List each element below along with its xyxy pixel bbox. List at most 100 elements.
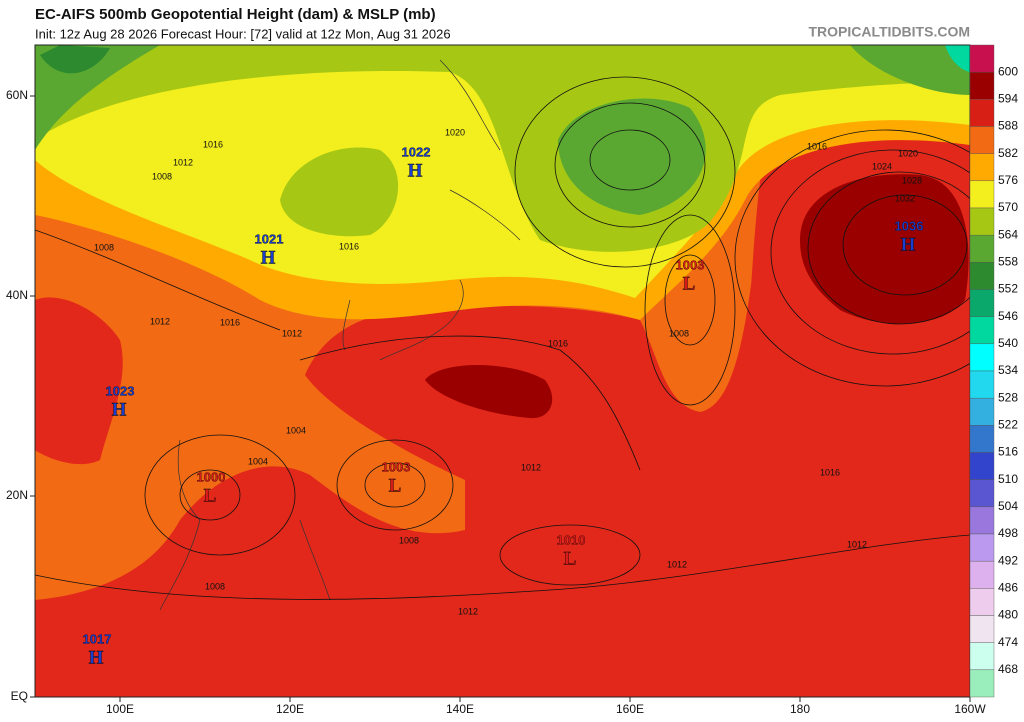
colorbar-box [969, 669, 995, 698]
center-letter: L [683, 273, 696, 294]
colorbar-box [969, 452, 995, 480]
colorbar-box [969, 316, 995, 345]
isobar-label: 1008 [399, 535, 419, 545]
isobar-label: 1016 [820, 467, 840, 477]
colorbar-box [969, 71, 995, 100]
subtitle: Init: 12z Aug 28 2026 Forecast Hour: [72… [35, 26, 451, 41]
colorbar-label: 516 [998, 445, 1018, 459]
isobar-label: 1012 [150, 316, 170, 326]
center-value: 1023 [106, 383, 135, 398]
colorbar-box [969, 479, 995, 508]
isobar-label: 1004 [286, 425, 306, 435]
isobar-label: 1008 [94, 242, 114, 252]
colorbar-label: 600 [998, 64, 1018, 78]
colorbar-label: 504 [998, 499, 1018, 513]
isobar-label: 1012 [458, 606, 478, 616]
colorbar-box [969, 262, 995, 290]
colorbar-box [969, 370, 995, 399]
isobar-label: 1012 [173, 157, 193, 167]
isobar-label: 1004 [248, 456, 268, 466]
lat-label: 60N [6, 88, 28, 102]
colorbar-box [969, 99, 995, 127]
isobar-label: 1016 [220, 317, 240, 327]
lon-label: 140E [446, 702, 474, 716]
center-letter: H [408, 160, 423, 181]
colorbar-label: 594 [998, 92, 1018, 106]
isobar-label: 1016 [203, 139, 223, 149]
colorbar-label: 576 [998, 173, 1018, 187]
colorbar-box [969, 615, 995, 643]
colorbar-label: 534 [998, 363, 1018, 377]
colorbar-label: 480 [998, 608, 1018, 622]
map-field [35, 45, 970, 697]
lat-label: 40N [6, 288, 28, 302]
isobar-label: 1016 [807, 141, 827, 151]
isobar-label: 1028 [902, 175, 922, 185]
lat-label: EQ [11, 689, 28, 703]
colorbar-box [969, 642, 995, 671]
colorbar-box [969, 533, 995, 562]
colorbar-label: 540 [998, 336, 1018, 350]
colorbar-label: 468 [998, 662, 1018, 676]
colorbar-label: 522 [998, 418, 1018, 432]
colorbar-label: 510 [998, 472, 1018, 486]
colorbar-label: 486 [998, 581, 1018, 595]
colorbar-label: 474 [998, 635, 1018, 649]
center-letter: L [564, 548, 577, 569]
title: EC-AIFS 500mb Geopotential Height (dam) … [35, 6, 436, 23]
colorbar-label: 498 [998, 526, 1018, 540]
lon-label: 160E [616, 702, 644, 716]
colorbar-box [969, 397, 995, 426]
isobar-label: 1012 [667, 559, 687, 569]
isobar-label: 1008 [669, 328, 689, 338]
watermark: TROPICALTIDBITS.COM [808, 24, 970, 40]
center-letter: H [112, 399, 127, 420]
colorbar-box [969, 153, 995, 182]
lon-label: 120E [276, 702, 304, 716]
colorbar-label: 588 [998, 119, 1018, 133]
colorbar-box [969, 289, 995, 317]
isobar-label: 1032 [895, 193, 915, 203]
isobar-label: 1016 [339, 241, 359, 251]
isobar-label: 1020 [898, 148, 918, 158]
center-value: 1003 [676, 257, 705, 272]
center-value: 1017 [83, 631, 112, 646]
colorbar-label: 546 [998, 309, 1018, 323]
center-value: 1021 [255, 231, 284, 246]
colorbar-box [969, 234, 995, 263]
center-letter: L [389, 475, 402, 496]
colorbar-box [969, 180, 995, 209]
colorbar-box [969, 207, 995, 236]
center-letter: H [261, 247, 276, 268]
lon-label: 180 [790, 702, 810, 716]
colorbar-label: 528 [998, 390, 1018, 404]
isobar-label: 1012 [282, 328, 302, 338]
colorbar-box [969, 506, 995, 535]
lon-label: 100E [106, 702, 134, 716]
colorbar-label: 570 [998, 200, 1018, 214]
colorbar-box [969, 126, 995, 154]
colorbar-box [969, 588, 995, 616]
isobar-label: 1008 [152, 171, 172, 181]
center-value: 1022 [402, 144, 431, 159]
lat-label: 20N [6, 488, 28, 502]
colorbar-label: 492 [998, 553, 1018, 567]
colorbar-label: 552 [998, 282, 1018, 296]
isobar-label: 1020 [445, 127, 465, 137]
center-value: 1010 [557, 532, 586, 547]
center-letter: L [204, 485, 217, 506]
center-letter: H [89, 647, 104, 668]
colorbar-label: 564 [998, 227, 1018, 241]
colorbar-box [969, 560, 995, 589]
overlay: 60N 40N 20N EQ 100E 120E 140E 160E 180 160W 600 594… [6, 44, 1018, 716]
isobar-label: 1008 [205, 581, 225, 591]
isobar-label: 1012 [847, 539, 867, 549]
lon-label: 160W [954, 702, 986, 716]
colorbar-label: 582 [998, 146, 1018, 160]
center-value: 1000 [197, 469, 226, 484]
isobar-label: 1016 [548, 338, 568, 348]
colorbar-box [969, 425, 995, 453]
colorbar-box [969, 44, 995, 73]
